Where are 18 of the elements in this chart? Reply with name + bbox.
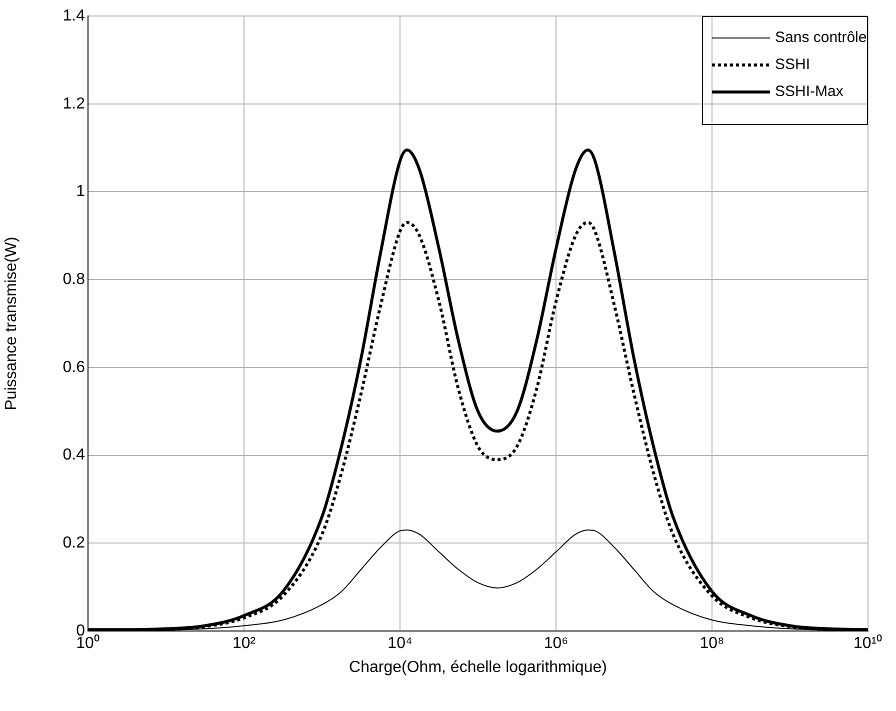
legend-label: SSHI-Max [775,83,844,100]
y-tick-label: 0.8 [62,270,86,288]
x-tick-label: 10⁰ [76,634,100,652]
x-tick-label: 10² [232,635,256,652]
y-tick-label: 1 [76,183,86,200]
legend-label: SSHI [775,56,810,74]
legend-label: Sans contrôle [775,29,867,46]
y-tick-label: 0.6 [62,358,86,376]
y-tick-label: 1.2 [62,95,86,112]
x-tick-label: 10⁶ [544,635,568,652]
x-tick-label: 10⁴ [388,635,412,652]
x-axis-title: Charge(Ohm, échelle logarithmique) [349,658,607,676]
y-tick-label: 0.4 [62,446,86,464]
y-axis-title: Puissance transmise(W) [3,236,20,410]
x-tick-label: 10¹⁰ [853,634,883,652]
y-tick-label: 0.2 [62,534,86,552]
x-tick-label: 10⁸ [700,635,724,652]
y-tick-label: 1.4 [62,7,86,24]
